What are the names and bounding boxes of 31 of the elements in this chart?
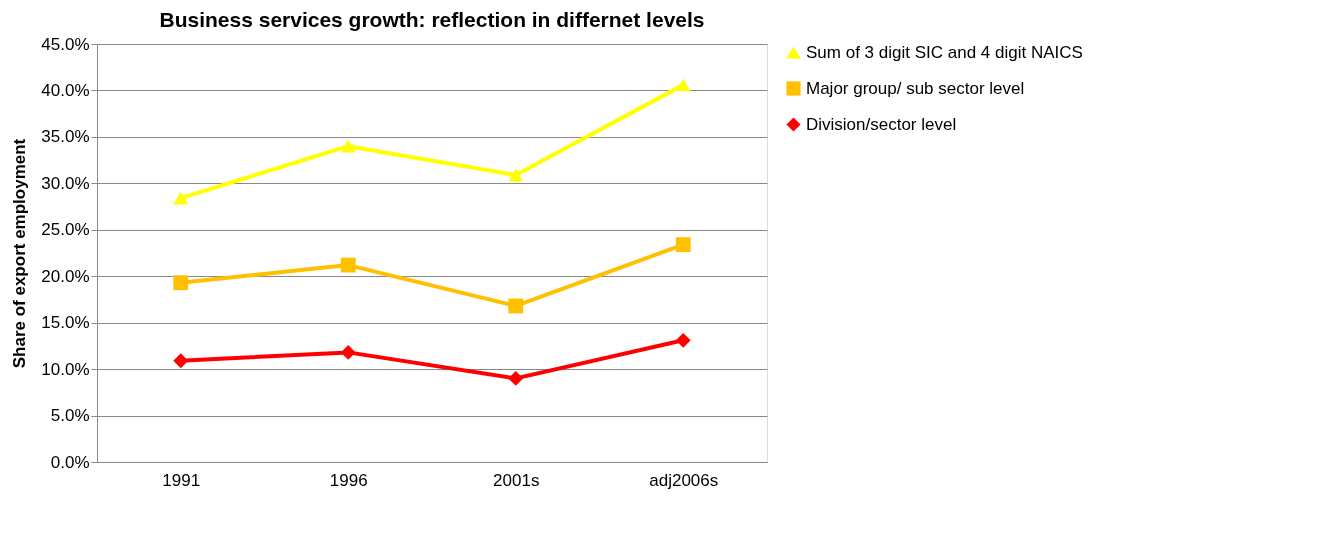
x-tick-label: adj2006s: [649, 470, 719, 490]
legend-label: Division/sector level: [806, 114, 957, 134]
point: [508, 370, 524, 386]
y-tick-label: 20.0%: [41, 266, 90, 286]
point: [675, 78, 691, 92]
y-tick-label: 35.0%: [41, 127, 90, 147]
y-tick-label: 45.0%: [41, 34, 90, 54]
y-axis-title: Share of export employment: [10, 138, 30, 369]
y-tick-label: 40.0%: [41, 80, 90, 100]
point: [340, 344, 356, 360]
y-tick-label: 0.0%: [50, 452, 90, 472]
y-tick-label: 30.0%: [41, 173, 90, 193]
legend-label: Sum of 3 digit SIC and 4 digit NAICS: [806, 42, 1083, 62]
point: [508, 168, 524, 182]
y-tick-label: 25.0%: [41, 220, 90, 240]
point: [340, 257, 356, 273]
point: [173, 275, 189, 291]
point: [508, 298, 524, 314]
point: [675, 332, 691, 348]
point: [340, 139, 356, 153]
x-tick-label: 1996: [329, 470, 368, 490]
point: [675, 237, 691, 253]
y-tick-label: 15.0%: [41, 313, 90, 333]
point: [173, 353, 189, 369]
legend-label: Major group/ sub sector level: [806, 78, 1025, 98]
point: [173, 191, 189, 205]
y-tick-label: 5.0%: [50, 406, 90, 426]
x-tick-label: 1991: [162, 470, 201, 490]
y-tick-label: 10.0%: [41, 359, 90, 379]
x-tick-label: 2001s: [493, 470, 540, 490]
chart-title: Business services growth: reflection in differnet levels: [159, 8, 705, 31]
